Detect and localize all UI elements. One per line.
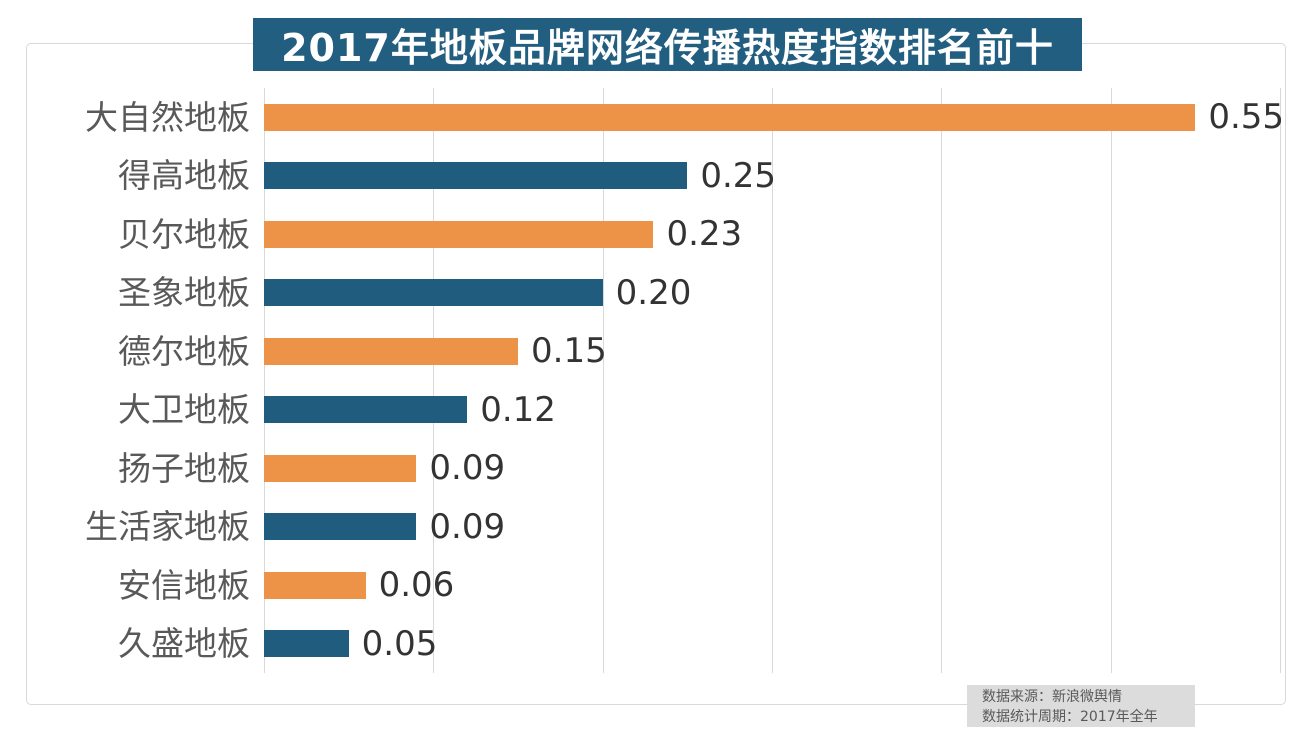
gridline-0.0 <box>264 88 265 673</box>
category-label: 生活家地板 <box>85 507 250 547</box>
chart-panel-border <box>26 43 1286 705</box>
bar-row: 大卫地板 0.12 <box>40 381 1280 440</box>
bar-track: 0.06 <box>264 556 1280 615</box>
gridline-0.1 <box>433 88 435 673</box>
gridline-0.4 <box>941 88 943 673</box>
data-source-box: 数据来源：新浪微舆情 数据统计周期：2017年全年 <box>967 685 1195 727</box>
category-label: 圣象地板 <box>118 273 250 313</box>
category-label: 得高地板 <box>118 156 250 196</box>
bar-track: 0.12 <box>264 381 1280 440</box>
plot-area <box>264 88 1281 673</box>
bar-value-label: 0.23 <box>666 214 743 255</box>
category-label: 扬子地板 <box>118 448 250 488</box>
category-label: 大卫地板 <box>118 390 250 430</box>
bar <box>264 220 654 248</box>
bar-track: 0.09 <box>264 439 1280 498</box>
gridline-0.5 <box>1110 88 1112 673</box>
bar-row: 大自然地板 0.55 <box>40 88 1284 147</box>
bar-value-label: 0.20 <box>615 272 692 313</box>
bar <box>264 396 468 424</box>
bar-value-label: 0.12 <box>480 389 556 430</box>
data-period-line: 数据统计周期：2017年全年 <box>982 709 1158 725</box>
bar-value-label: 0.06 <box>378 565 455 606</box>
bar-row: 圣象地板 0.20 <box>40 264 1280 323</box>
bar-value-label: 0.05 <box>361 623 438 664</box>
gridline-0.6 <box>1280 88 1281 673</box>
bar-track: 0.20 <box>264 264 1280 323</box>
bar-track: 0.15 <box>264 322 1280 381</box>
bar-track: 0.05 <box>264 615 1280 674</box>
bar-value-label: 0.55 <box>1208 97 1285 138</box>
bar-rows: 大自然地板 0.55 得高地板 0.25 贝尔地板 0.23 圣象地板 0.20 德尔地板 0.1… <box>40 88 1284 674</box>
bar-row: 贝尔地板 0.23 <box>40 205 1280 264</box>
category-label: 安信地板 <box>118 565 250 605</box>
bar-row: 生活家地板 0.09 <box>40 498 1280 557</box>
bar-track: 0.55 <box>264 88 1284 147</box>
gridline-0.3 <box>772 88 773 673</box>
chart-title: 2017年地板品牌网络传播热度指数排名前十 <box>253 18 1082 71</box>
bar <box>264 630 349 658</box>
bar <box>264 162 688 190</box>
bar <box>264 571 366 599</box>
bar-row: 安信地板 0.06 <box>40 556 1280 615</box>
category-label: 久盛地板 <box>118 624 250 664</box>
bar <box>264 279 603 307</box>
bar-row: 得高地板 0.25 <box>40 147 1280 206</box>
bar <box>264 454 417 482</box>
bar <box>264 513 417 541</box>
category-label: 德尔地板 <box>118 331 250 371</box>
bar-value-label: 0.15 <box>531 331 607 372</box>
category-label: 大自然地板 <box>85 97 250 137</box>
bar-value-label: 0.25 <box>700 155 777 196</box>
bar <box>264 337 518 365</box>
bar-row: 德尔地板 0.15 <box>40 322 1280 381</box>
bar-track: 0.25 <box>264 147 1280 206</box>
bar <box>264 103 1196 131</box>
bar-value-label: 0.09 <box>429 448 506 489</box>
bar-row: 久盛地板 0.05 <box>40 615 1280 674</box>
gridline-0.2 <box>602 88 604 673</box>
bar-row: 扬子地板 0.09 <box>40 439 1280 498</box>
category-label: 贝尔地板 <box>118 214 250 254</box>
bar-value-label: 0.09 <box>429 506 506 547</box>
data-source-line: 数据来源：新浪微舆情 <box>982 689 1122 705</box>
bar-track: 0.09 <box>264 498 1280 557</box>
bar-track: 0.23 <box>264 205 1280 264</box>
